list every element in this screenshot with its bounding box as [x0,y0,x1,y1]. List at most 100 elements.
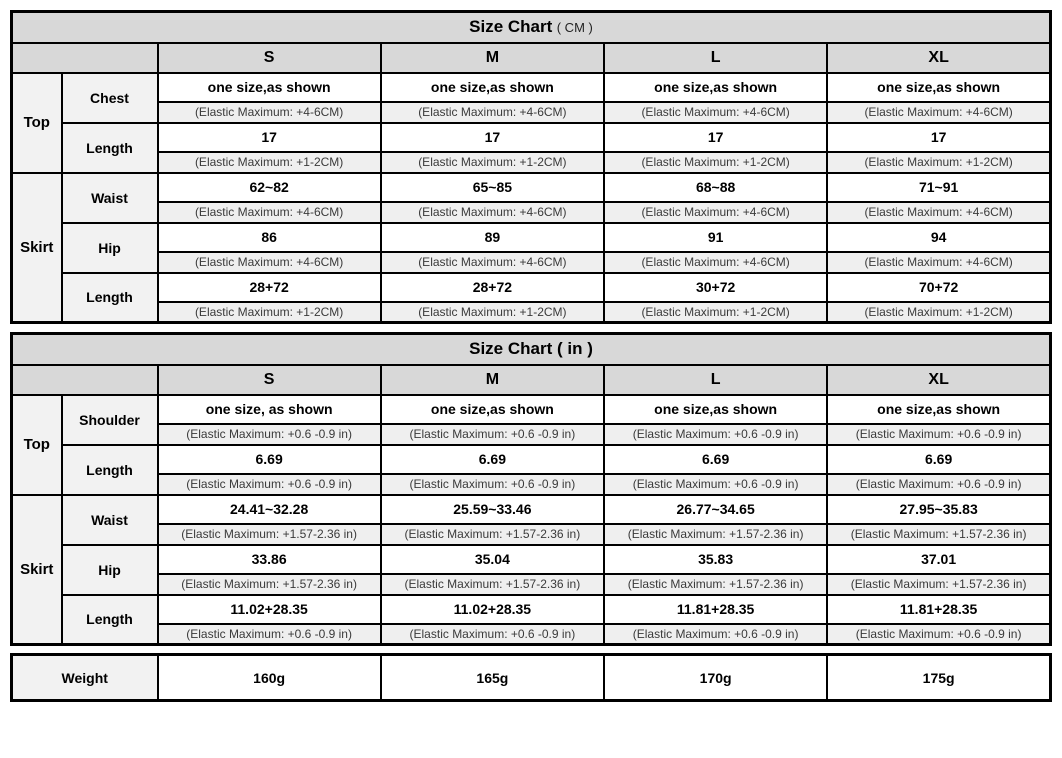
cm-row-label-waist: Waist [60,171,159,224]
note-cell: (Elastic Maximum: +1.57-2.36 in) [826,522,1052,546]
in-row-label-shoulder: Shoulder [60,393,159,446]
cm-header-corner [10,41,159,74]
value-cell: one size,as shown [602,71,829,103]
value-cell: 6.69 [826,443,1052,475]
weight-table: Weight 160g 165g 170g 175g [10,653,1052,702]
note-cell: (Elastic Maximum: +1.57-2.36 in) [602,572,829,596]
note-cell: (Elastic Maximum: +4-6CM) [602,200,829,224]
size-header-xl: XL [826,363,1052,396]
in-skirt-hip-value-row: Hip 33.86 35.04 35.83 37.01 [12,543,1052,596]
value-cell: 17 [602,121,829,153]
note-cell: (Elastic Maximum: +1-2CM) [156,150,382,174]
value-cell: one size,as shown [156,71,382,103]
in-title-cell: Size Chart ( in ) [10,332,1052,366]
cm-group-skirt: Skirt [10,171,63,324]
in-skirt-length-note-row: (Elastic Maximum: +0.6 -0.9 in) (Elastic… [12,622,1052,646]
value-cell: 91 [602,221,829,253]
size-header-s: S [156,363,382,396]
value-cell: 17 [826,121,1052,153]
note-cell: (Elastic Maximum: +0.6 -0.9 in) [826,422,1052,446]
note-cell: (Elastic Maximum: +1-2CM) [379,150,606,174]
note-cell: (Elastic Maximum: +1.57-2.36 in) [156,572,382,596]
value-cell: 89 [379,221,606,253]
cm-title-row: Size Chart ( CM ) [10,10,1052,44]
weight-row: Weight 160g 165g 170g 175g [10,653,1052,702]
note-cell: (Elastic Maximum: +0.6 -0.9 in) [379,622,606,646]
value-cell: 65~85 [379,171,606,203]
in-skirt-waist-value-row: Skirt Waist 24.41~32.28 25.59~33.46 26.7… [10,493,1052,646]
value-cell: 17 [379,121,606,153]
in-top-shoulder-value-row: Top Shoulder one size, as shown one size… [10,393,1052,496]
cm-top-chest-value-row: Top Chest one size,as shown one size,as … [10,71,1052,174]
note-cell: (Elastic Maximum: +4-6CM) [602,100,829,124]
note-cell: (Elastic Maximum: +1.57-2.36 in) [379,572,606,596]
size-header-m: M [379,363,606,396]
value-cell: 11.02+28.35 [379,593,606,625]
in-group-skirt: Skirt [10,493,63,646]
value-cell: one size,as shown [379,393,606,425]
value-cell: 28+72 [379,271,606,303]
in-row-label-hip: Hip [60,543,159,596]
value-cell: 35.83 [602,543,829,575]
in-row-label-skirt-length: Length [60,593,159,646]
size-chart-cm-table: Size Chart ( CM ) S M L XL Top Chest one… [10,10,1052,324]
note-cell: (Elastic Maximum: +1.57-2.36 in) [602,522,829,546]
note-cell: (Elastic Maximum: +4-6CM) [379,100,606,124]
value-cell: 33.86 [156,543,382,575]
note-cell: (Elastic Maximum: +4-6CM) [826,100,1052,124]
value-cell: 6.69 [156,443,382,475]
value-cell: 28+72 [156,271,382,303]
size-header-l: L [602,41,829,74]
note-cell: (Elastic Maximum: +0.6 -0.9 in) [602,422,829,446]
value-cell: 62~82 [156,171,382,203]
value-cell: 6.69 [602,443,829,475]
note-cell: (Elastic Maximum: +1-2CM) [826,300,1052,324]
size-header-l: L [602,363,829,396]
in-skirt-waist-note-row: (Elastic Maximum: +1.57-2.36 in) (Elasti… [12,522,1052,546]
note-cell: (Elastic Maximum: +0.6 -0.9 in) [602,622,829,646]
weight-value-xl: 175g [826,653,1052,702]
note-cell: (Elastic Maximum: +4-6CM) [156,200,382,224]
value-cell: 27.95~35.83 [826,493,1052,525]
cm-title-text: Size Chart [469,17,553,37]
cm-group-top: Top [10,71,63,174]
note-cell: (Elastic Maximum: +1-2CM) [379,300,606,324]
in-skirt-hip-note-row: (Elastic Maximum: +1.57-2.36 in) (Elasti… [12,572,1052,596]
in-header-corner [10,363,159,396]
value-cell: 24.41~32.28 [156,493,382,525]
note-cell: (Elastic Maximum: +1-2CM) [156,300,382,324]
value-cell: 11.02+28.35 [156,593,382,625]
value-cell: 17 [156,121,382,153]
value-cell: 68~88 [602,171,829,203]
in-top-length-note-row: (Elastic Maximum: +0.6 -0.9 in) (Elastic… [12,472,1052,496]
value-cell: one size,as shown [602,393,829,425]
value-cell: 94 [826,221,1052,253]
value-cell: 86 [156,221,382,253]
in-title-row: Size Chart ( in ) [10,332,1052,366]
cm-skirt-waist-value-row: Skirt Waist 62~82 65~85 68~88 71~91 [10,171,1052,324]
value-cell: 37.01 [826,543,1052,575]
value-cell: 26.77~34.65 [602,493,829,525]
in-header-row: S M L XL [10,363,1052,396]
value-cell: 35.04 [379,543,606,575]
note-cell: (Elastic Maximum: +4-6CM) [156,250,382,274]
in-group-top: Top [10,393,63,496]
note-cell: (Elastic Maximum: +1-2CM) [602,300,829,324]
value-cell: 30+72 [602,271,829,303]
weight-value-m: 165g [379,653,606,702]
note-cell: (Elastic Maximum: +0.6 -0.9 in) [826,472,1052,496]
note-cell: (Elastic Maximum: +4-6CM) [156,100,382,124]
note-cell: (Elastic Maximum: +4-6CM) [602,250,829,274]
value-cell: 11.81+28.35 [826,593,1052,625]
note-cell: (Elastic Maximum: +1.57-2.36 in) [379,522,606,546]
value-cell: one size,as shown [379,71,606,103]
note-cell: (Elastic Maximum: +4-6CM) [379,250,606,274]
cm-skirt-waist-note-row: (Elastic Maximum: +4-6CM) (Elastic Maxim… [12,200,1052,224]
cm-top-length-value-row: Length 17 17 17 17 [12,121,1052,174]
value-cell: one size,as shown [826,393,1052,425]
note-cell: (Elastic Maximum: +0.6 -0.9 in) [379,422,606,446]
in-row-label-waist: Waist [60,493,159,546]
note-cell: (Elastic Maximum: +1-2CM) [602,150,829,174]
weight-value-s: 160g [156,653,382,702]
value-cell: 71~91 [826,171,1052,203]
